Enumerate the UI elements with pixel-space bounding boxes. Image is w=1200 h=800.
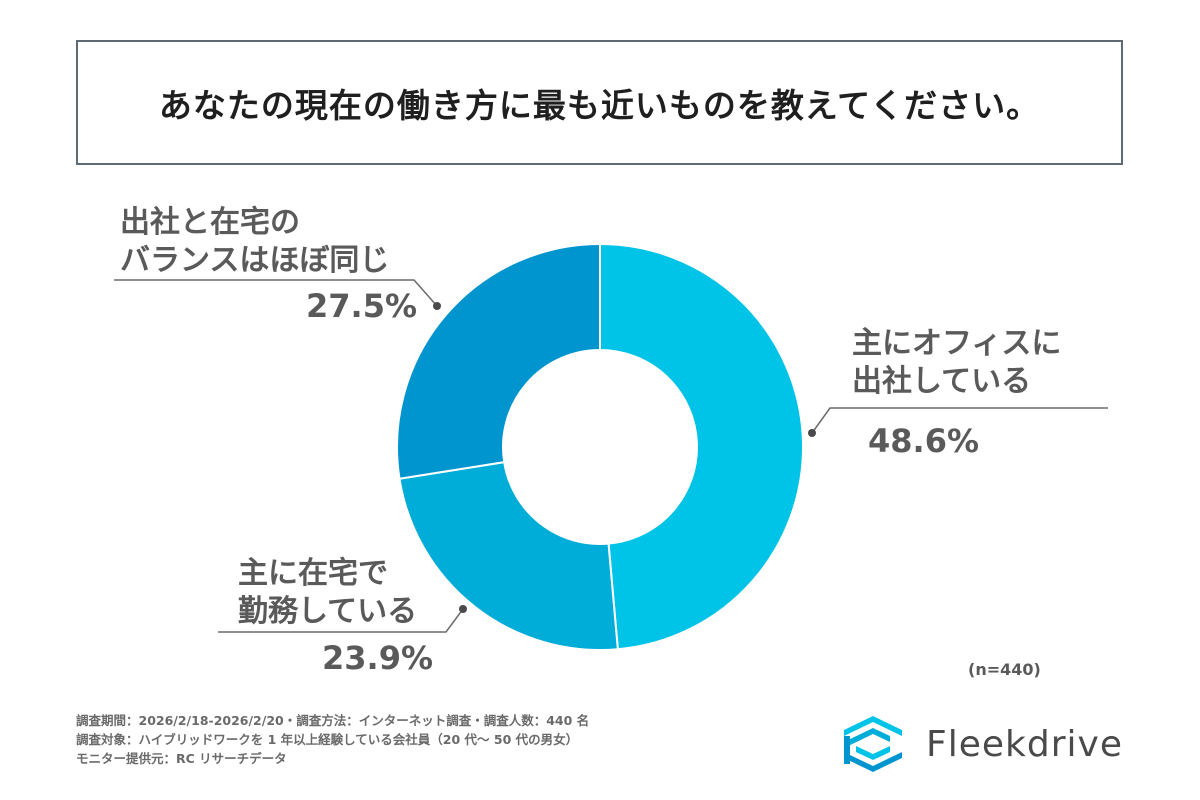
slice-label-balance: 出社と在宅の バランスはほぼ同じ bbox=[120, 204, 389, 280]
slice-label-home: 主に在宅で 勤務している bbox=[238, 555, 417, 631]
leader-line-balance-dot bbox=[433, 302, 441, 310]
slice-label-home-line1: 主に在宅で bbox=[238, 556, 388, 591]
leader-line-home bbox=[218, 608, 464, 633]
leader-line-balance bbox=[114, 279, 438, 307]
survey-footer: 調査期間：2026/2/18-2026/2/20・調査方法：インターネット調査・… bbox=[76, 711, 589, 768]
footer-line-period: 調査期間：2026/2/18-2026/2/20・調査方法：インターネット調査・… bbox=[76, 713, 590, 728]
footer-line-target: 調査対象：ハイブリッドワークを 1 年以上経験している会社員（20 代〜 50 … bbox=[76, 732, 579, 747]
donut-slice-home bbox=[398, 461, 619, 651]
logo-wordmark: Fleekdrive bbox=[926, 723, 1123, 765]
leader-line-home-dot bbox=[459, 605, 467, 613]
slice-value-office: 48.6% bbox=[868, 422, 980, 460]
fleekdrive-logo: Fleekdrive bbox=[840, 712, 1140, 776]
slice-label-balance-line1: 出社と在宅の bbox=[120, 205, 300, 240]
fleekdrive-logo-icon bbox=[844, 716, 902, 772]
slice-label-office: 主にオフィスに 出社している bbox=[852, 325, 1061, 401]
leader-line-office bbox=[811, 407, 1108, 434]
title-box: あなたの現在の働き方に最も近いものを教えてください。 bbox=[76, 40, 1123, 165]
sample-size-note: (n=440) bbox=[968, 660, 1041, 679]
slice-label-balance-line2: バランスはほぼ同じ bbox=[120, 243, 390, 278]
slice-label-office-line1: 主にオフィスに bbox=[852, 326, 1062, 361]
footer-line-source: モニター提供元：RC リサーチデータ bbox=[76, 751, 287, 766]
leader-line-office-dot bbox=[808, 429, 816, 437]
slice-label-home-line2: 勤務している bbox=[238, 594, 418, 629]
chart-title: あなたの現在の働き方に最も近いものを教えてください。 bbox=[158, 85, 1041, 125]
donut-slice-balance bbox=[396, 242, 601, 480]
donut-slice-office bbox=[599, 242, 804, 651]
slice-value-balance: 27.5% bbox=[306, 287, 418, 325]
slice-value-home: 23.9% bbox=[322, 639, 434, 677]
slice-label-office-line2: 出社している bbox=[852, 364, 1032, 399]
